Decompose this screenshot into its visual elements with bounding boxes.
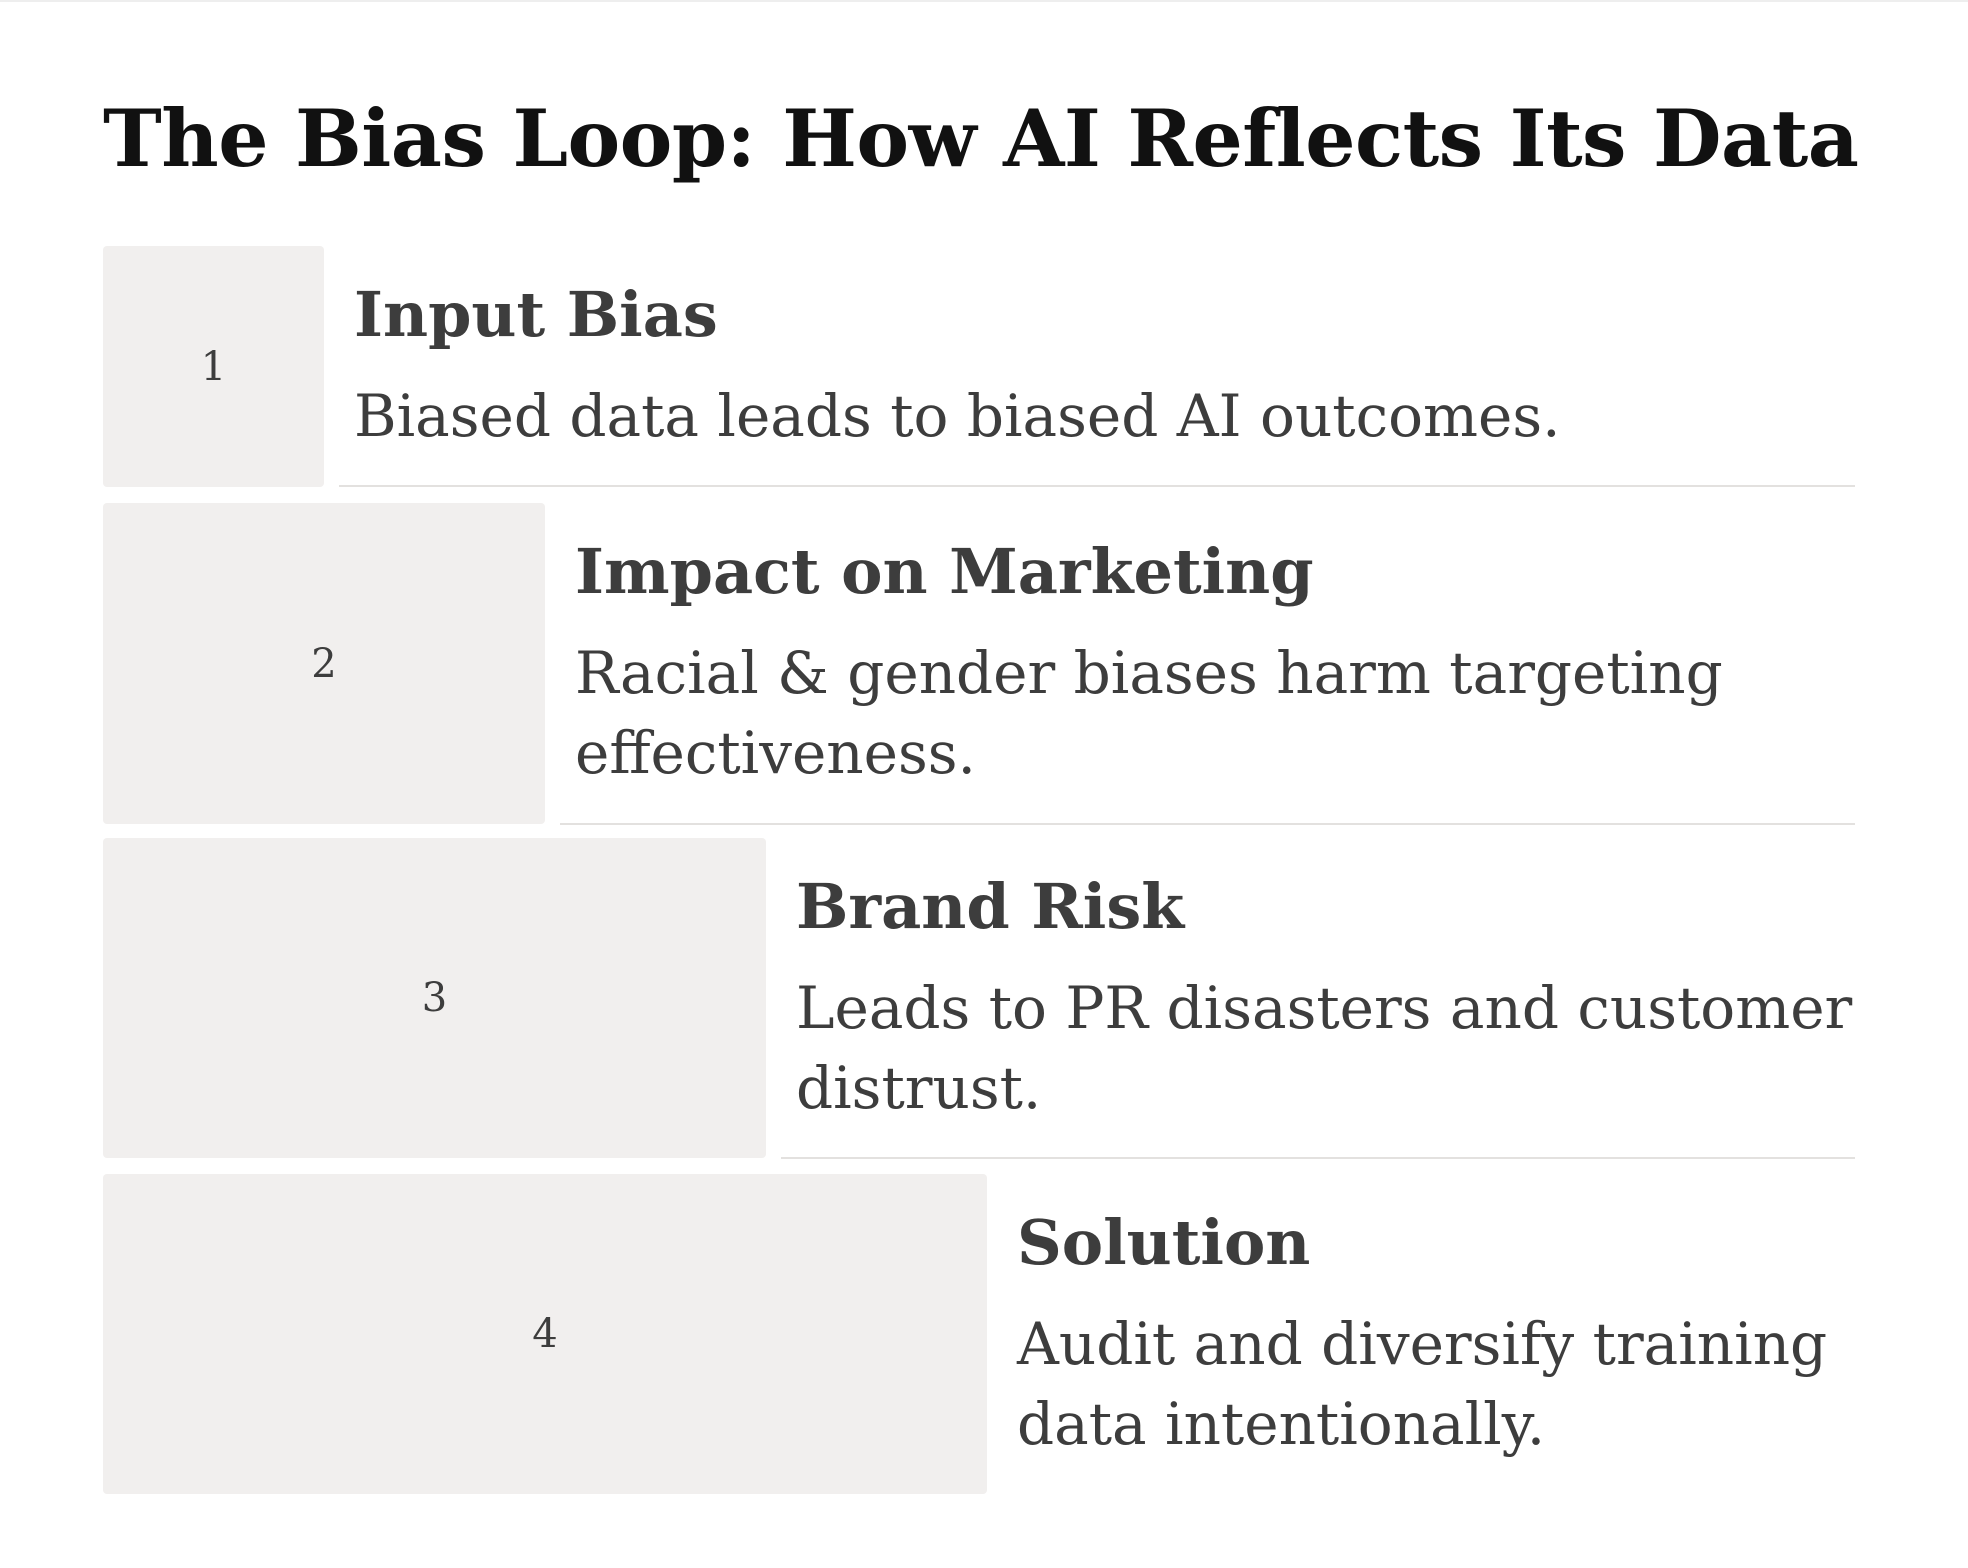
step-2-description: Racial & gender biases harm targeting ef… — [575, 639, 1723, 787]
step-4-heading: Solution — [1017, 1206, 1311, 1279]
step-3-description: Leads to PR disasters and customer distr… — [796, 974, 1853, 1122]
step-3-divider — [781, 1157, 1855, 1159]
step-2-number-block: 2 — [103, 503, 545, 824]
step-4-number: 4 — [532, 1311, 558, 1357]
step-3-number-block: 3 — [103, 838, 766, 1158]
step-2-number: 2 — [311, 640, 337, 687]
top-divider — [0, 0, 1968, 2]
step-3-heading: Brand Risk — [796, 870, 1185, 943]
diagram-title: The Bias Loop: How AI Reflects Its Data — [103, 92, 1859, 185]
step-4-description: Audit and diversify training data intent… — [1017, 1310, 1828, 1458]
step-3-number: 3 — [421, 975, 448, 1021]
step-1-number-block: 1 — [103, 246, 324, 487]
step-1-description: Biased data leads to biased AI outcomes. — [354, 382, 1561, 450]
step-2-heading: Impact on Marketing — [575, 535, 1314, 608]
step-1-heading: Input Bias — [354, 278, 718, 351]
step-2-divider — [560, 823, 1855, 825]
step-1-number: 1 — [200, 343, 227, 390]
step-1-divider — [339, 485, 1855, 487]
step-4-number-block: 4 — [103, 1174, 987, 1494]
